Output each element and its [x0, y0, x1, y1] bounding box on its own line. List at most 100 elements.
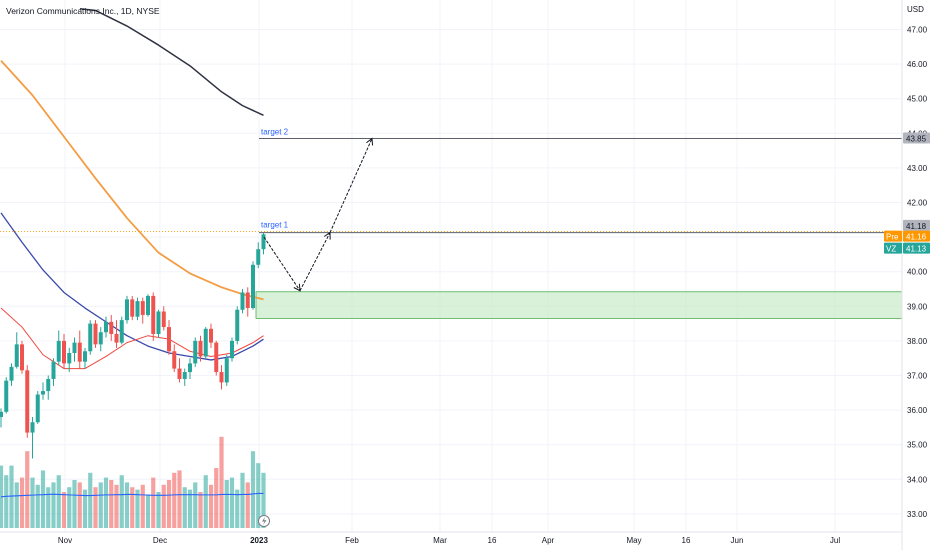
volume-bar — [224, 480, 229, 528]
volume-bar — [229, 477, 235, 528]
price-tick-label: 40.00 — [907, 268, 928, 277]
time-tick-label: Nov — [58, 536, 72, 545]
candle-body — [25, 370, 30, 433]
candle-body — [4, 380, 9, 412]
price-axis[interactable]: USD47.0046.0045.0044.0043.0042.0041.0040… — [901, 0, 928, 550]
candle-body — [72, 342, 77, 354]
candle-body — [0, 411, 3, 418]
volume-bar — [151, 477, 156, 528]
candle-body — [203, 328, 208, 357]
time-tick-label: 16 — [488, 536, 497, 545]
support-zone-rect[interactable] — [255, 291, 903, 319]
pre-tag-bg — [903, 230, 930, 242]
volume-bar — [93, 487, 98, 528]
candle-body — [41, 391, 45, 395]
candle-body — [104, 321, 108, 333]
time-tick-label: Dec — [153, 536, 167, 545]
volume-bar — [82, 489, 88, 528]
candle-body — [14, 344, 19, 367]
candle-body — [20, 344, 24, 371]
path-segment — [329, 138, 373, 233]
volume-bar — [35, 484, 40, 528]
time-tick-label: Apr — [542, 536, 555, 545]
flash-icon[interactable] — [258, 515, 270, 527]
volume-bar — [235, 489, 240, 528]
volume-bar — [135, 489, 140, 528]
candle-body — [56, 340, 61, 362]
candle-body — [119, 320, 124, 343]
volume-bar — [130, 487, 135, 528]
candle-body — [256, 249, 261, 265]
path-segment — [263, 236, 301, 292]
price-tick-label: 35.00 — [907, 441, 928, 450]
pre-side-label: Pre — [886, 233, 899, 242]
candle-body — [114, 333, 119, 343]
target2-tag-bg — [903, 132, 930, 144]
candle-body — [167, 327, 171, 352]
volume-bar — [40, 470, 46, 528]
time-axis[interactable]: Nov Dec 2023 Feb Mar 16 Apr May 16 Jun Jul — [0, 531, 902, 545]
path-arrowhead — [366, 137, 374, 146]
candle-body — [151, 295, 156, 334]
time-tick-label: Jul — [830, 536, 840, 545]
level-tag-value: 41.18 — [906, 222, 927, 231]
volume-bar — [219, 436, 224, 528]
ma-red-line — [0, 307, 264, 370]
currency-label: USD — [907, 5, 924, 14]
candle-body — [146, 295, 150, 315]
path-arrowhead — [293, 283, 301, 292]
ma-black-line — [79, 7, 264, 116]
volume-bar — [88, 472, 93, 528]
candle-body — [125, 299, 129, 321]
volume-bar — [145, 494, 151, 528]
candle-body — [9, 366, 14, 381]
candle-body — [209, 328, 213, 343]
volume-bar — [245, 482, 250, 528]
candle-body — [188, 363, 192, 373]
volume-bar — [161, 484, 166, 528]
volume-bar — [51, 482, 56, 528]
target1-label: target 1 — [261, 221, 289, 230]
projection-path[interactable] — [263, 137, 374, 292]
volume-bar — [98, 482, 103, 528]
ma-orange-line — [0, 60, 264, 301]
volume-ma-line — [0, 492, 264, 498]
price-tick-label: 34.00 — [907, 475, 928, 484]
volume-bar — [166, 480, 172, 528]
candle-body — [235, 309, 240, 341]
candle-body — [182, 372, 187, 379]
volume-bar — [250, 451, 256, 528]
volume-bar — [103, 477, 109, 528]
volume-bar — [56, 475, 61, 528]
time-tick-label: Feb — [345, 536, 359, 545]
volume-bar — [193, 482, 198, 528]
target2-tag-value: 43.85 — [906, 134, 927, 143]
candle-body — [172, 351, 177, 369]
volume-bar — [240, 472, 245, 528]
candle-body — [198, 340, 203, 357]
volume-bar — [46, 487, 51, 528]
price-tick-label: 38.00 — [907, 337, 928, 346]
price-tick-label: 37.00 — [907, 372, 928, 381]
volume-bar — [198, 492, 203, 528]
price-tick-label: 46.00 — [907, 60, 928, 69]
volume-bar — [208, 484, 214, 528]
price-tick-label: 39.00 — [907, 302, 928, 311]
target2-label: target 2 — [261, 127, 289, 136]
volume-bar — [156, 492, 161, 528]
volume-bar — [30, 477, 35, 528]
candle-body — [98, 332, 103, 345]
volume-bar — [109, 480, 114, 528]
price-tags: 43.85 41.18 41.16 41.13 Pre VZ — [884, 132, 930, 254]
candle-body — [193, 340, 198, 364]
candle-body — [46, 378, 51, 392]
candlesticks — [0, 232, 266, 459]
price-tick-label: 45.00 — [907, 95, 928, 104]
candle-body — [93, 323, 98, 345]
price-tick-label: 36.00 — [907, 406, 928, 415]
level-tag-bg — [903, 219, 930, 231]
candle-body — [88, 323, 93, 352]
volume-bar — [187, 489, 193, 528]
price-tick-label: 33.00 — [907, 510, 928, 519]
